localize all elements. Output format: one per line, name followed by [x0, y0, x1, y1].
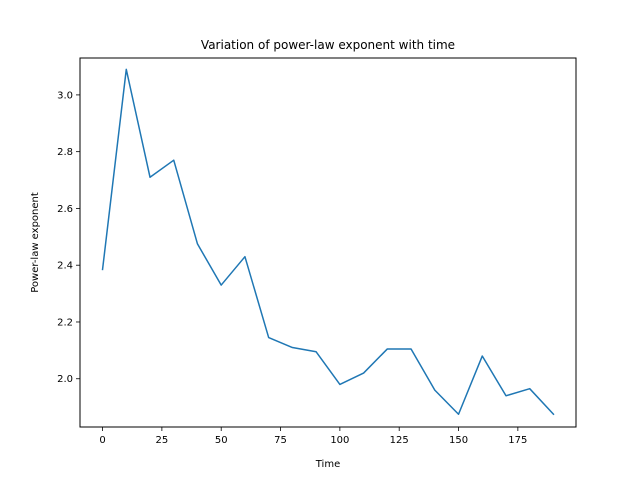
plot-area: [101, 68, 555, 416]
y-tick-label: 3.0: [57, 90, 73, 101]
x-axis-label: Time: [315, 459, 340, 470]
y-tick-label: 2.0: [57, 374, 73, 385]
x-tick-label: 175: [508, 435, 527, 446]
x-tick-label: 50: [215, 435, 228, 446]
x-axis-ticks: 0 25 50 75 100 125 150 175: [99, 427, 527, 446]
y-tick-label: 2.2: [57, 317, 73, 328]
x-tick-label: 25: [156, 435, 169, 446]
y-tick-label: 2.8: [57, 147, 73, 158]
x-tick-label: 150: [449, 435, 468, 446]
x-tick-label: 0: [99, 435, 105, 446]
x-tick-label: 125: [390, 435, 409, 446]
chart-title: Variation of power-law exponent with tim…: [201, 38, 455, 52]
x-tick-label: 100: [330, 435, 349, 446]
y-tick-label: 2.4: [57, 261, 73, 272]
series-line: [101, 68, 555, 416]
x-tick-label: 75: [274, 435, 287, 446]
y-tick-label: 2.6: [57, 204, 73, 215]
y-axis-ticks: 2.0 2.2 2.4 2.6 2.8 3.0: [57, 90, 80, 385]
axes-frame: [79, 57, 577, 428]
y-axis-label: Power-law exponent: [30, 192, 41, 293]
